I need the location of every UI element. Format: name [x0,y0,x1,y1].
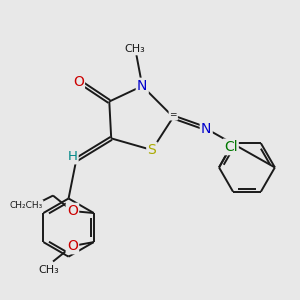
Text: O: O [67,239,78,253]
Text: H: H [68,150,77,163]
Text: N: N [137,79,147,93]
Text: O: O [67,204,78,218]
Text: O: O [73,75,84,89]
Text: Cl: Cl [224,140,238,154]
Text: CH₂CH₃: CH₂CH₃ [9,201,43,210]
Text: N: N [201,122,211,136]
Text: =: = [169,111,177,120]
Text: CH₃: CH₃ [39,265,59,275]
Text: S: S [148,143,156,157]
Text: CH₃: CH₃ [124,44,145,54]
